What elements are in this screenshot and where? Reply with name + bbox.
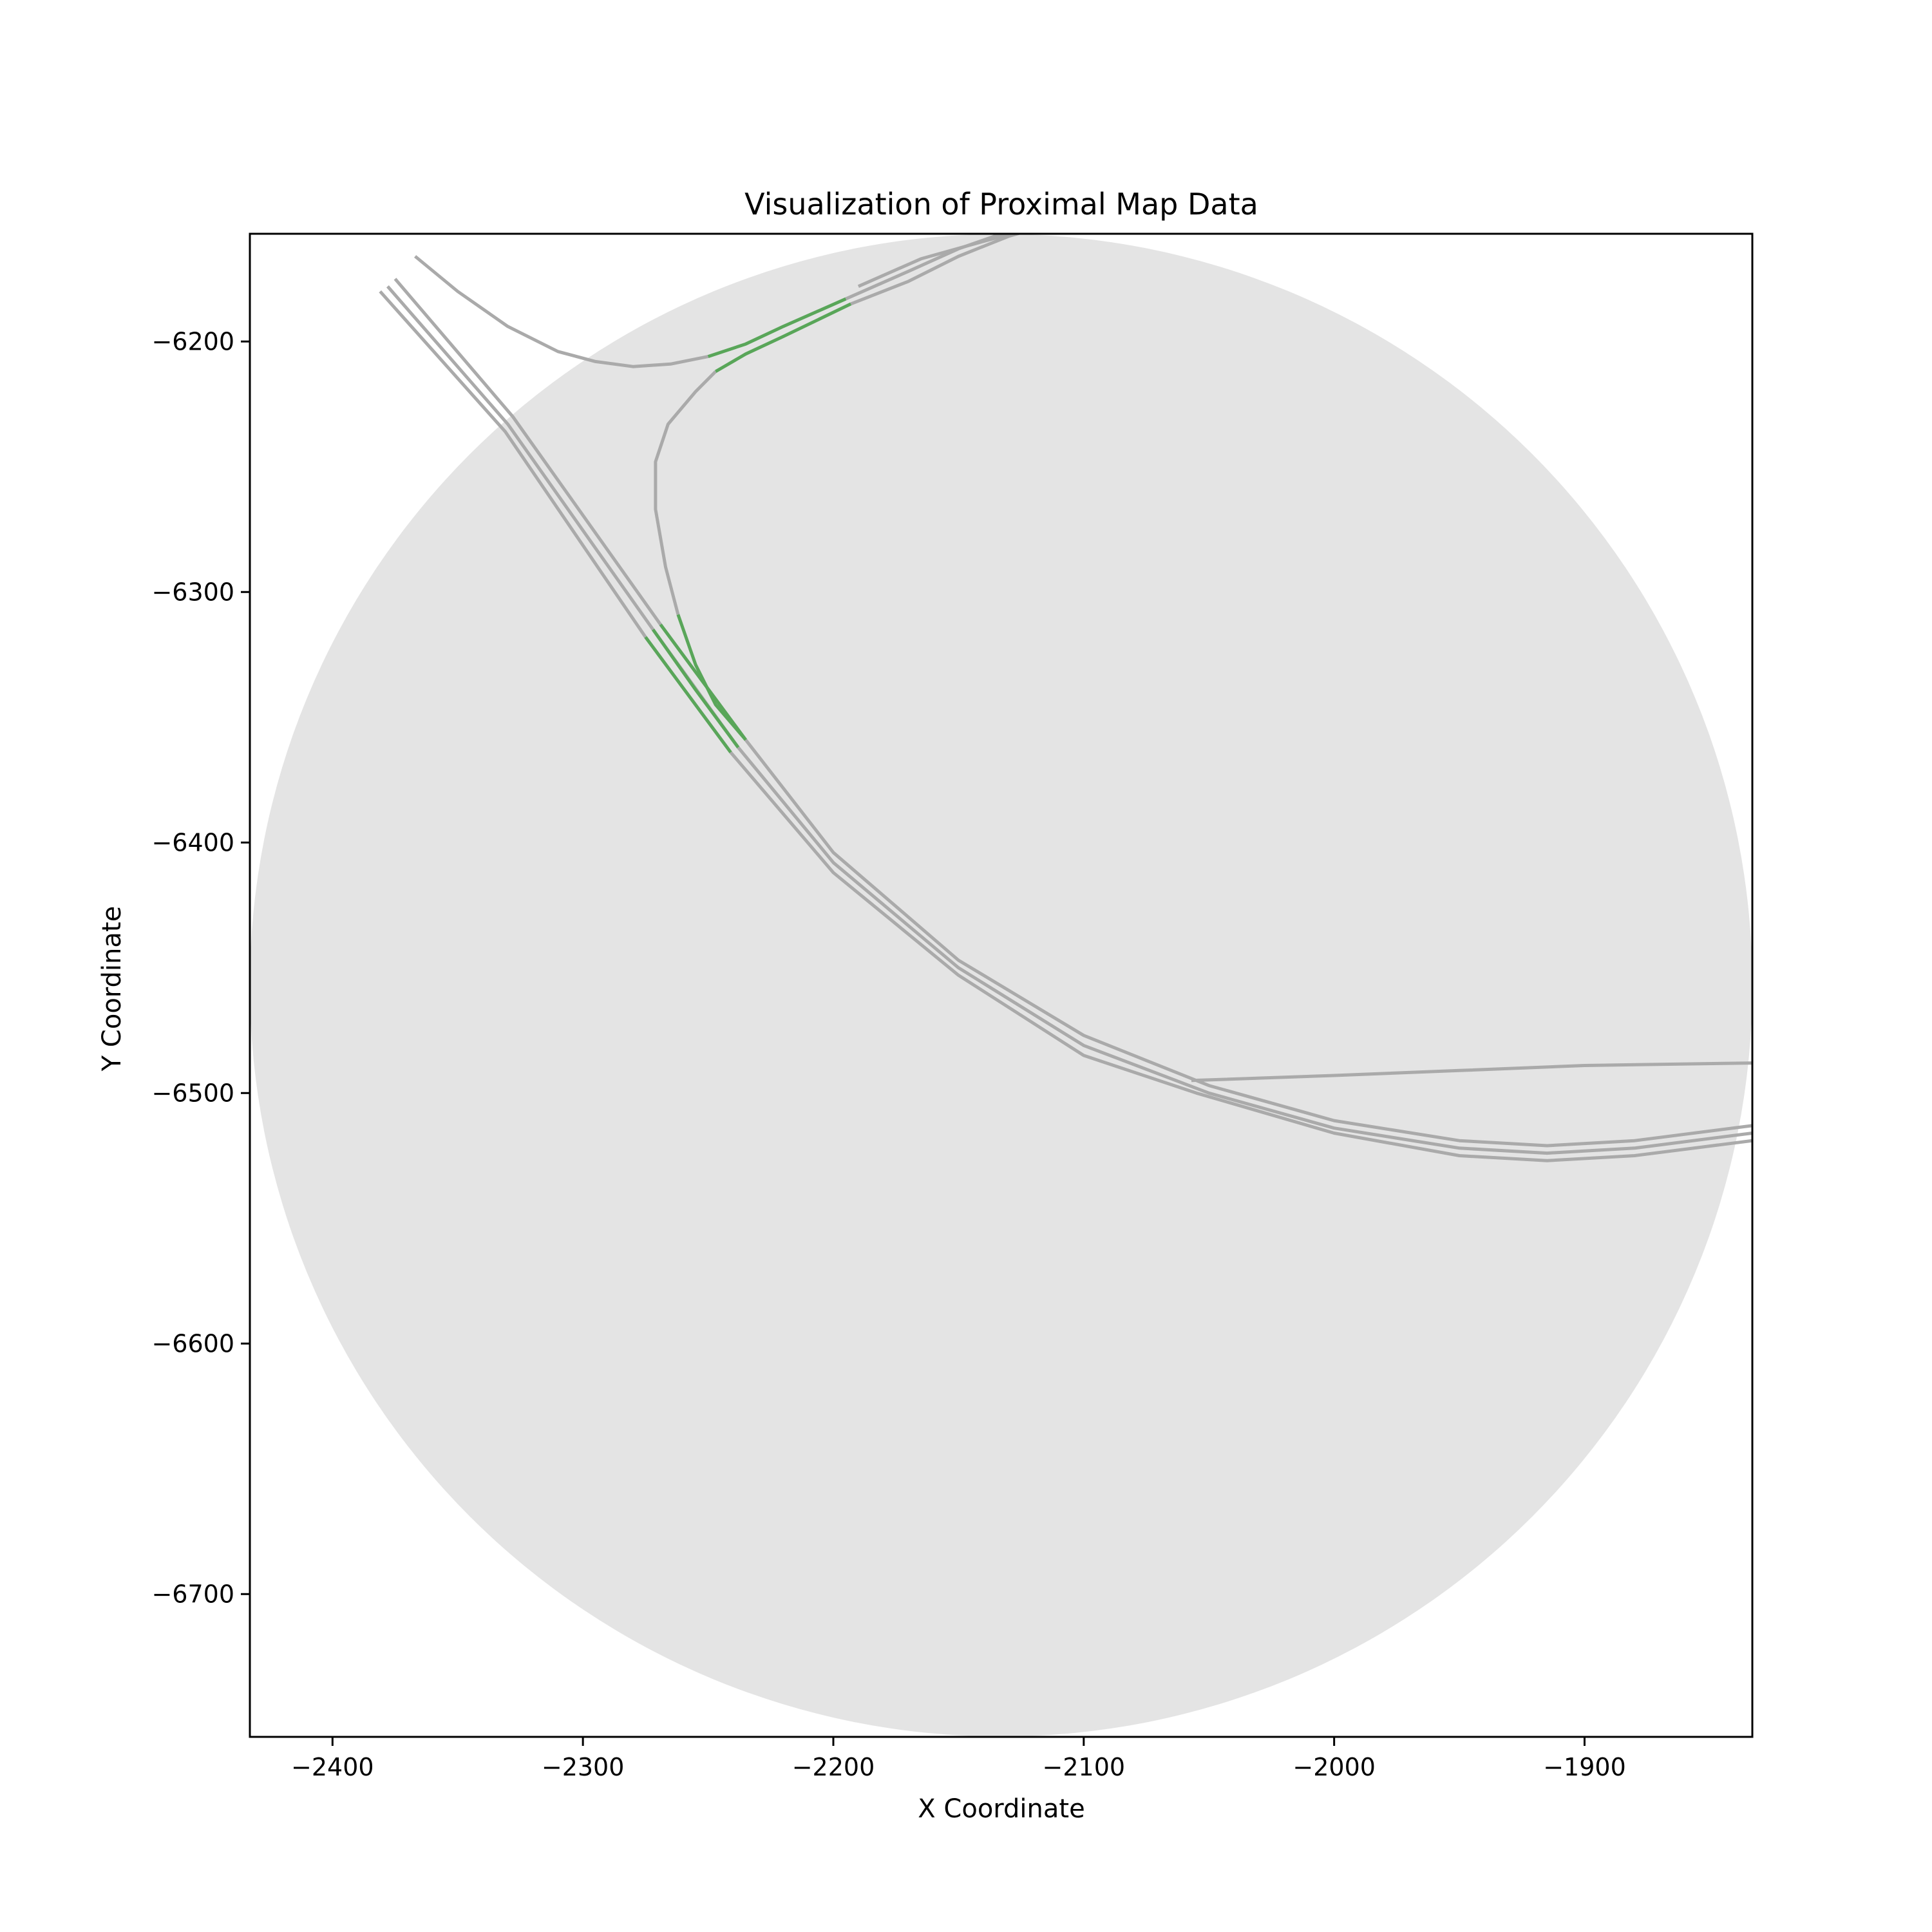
x-axis: −2400 −2300 −2200 −2100 −2000 −1900 (291, 1737, 1626, 1781)
y-tick-label: −6500 (151, 1079, 234, 1107)
plot-area (250, 234, 1752, 1737)
highlighted-lane-4 (651, 629, 740, 748)
highlighted-lane-12 (676, 614, 747, 741)
lane-line-9 (654, 370, 717, 615)
y-axis: −6200 −6300 −6400 −6500 −6600 −6700 (151, 327, 250, 1608)
y-tick-label: −6300 (151, 578, 234, 606)
lane-line-14 (1191, 1061, 1752, 1083)
x-axis-label: X Coordinate (918, 1794, 1084, 1824)
highlighted-lane-3 (644, 636, 732, 753)
x-tick-label: −2400 (291, 1753, 374, 1781)
highlighted-lane-10 (714, 302, 852, 374)
lane-line-13 (857, 234, 1018, 288)
y-tick-label: −6400 (151, 828, 234, 857)
x-tick-label: −2300 (542, 1753, 625, 1781)
lane-lines (379, 234, 1752, 1162)
x-tick-label: −2000 (1293, 1753, 1376, 1781)
chart-title: Visualization of Proximal Map Data (744, 187, 1258, 222)
y-tick-label: −6700 (151, 1580, 234, 1608)
y-tick-label: −6600 (151, 1329, 234, 1358)
x-tick-label: −2100 (1043, 1753, 1126, 1781)
x-tick-label: −2200 (792, 1753, 875, 1781)
x-tick-label: −1900 (1543, 1753, 1626, 1781)
y-tick-label: −6200 (151, 327, 234, 355)
y-axis-label: Y Coordinate (97, 906, 127, 1072)
plot-frame (249, 232, 1754, 1738)
highlighted-lane-7 (707, 297, 847, 358)
lane-line-6 (414, 255, 709, 368)
